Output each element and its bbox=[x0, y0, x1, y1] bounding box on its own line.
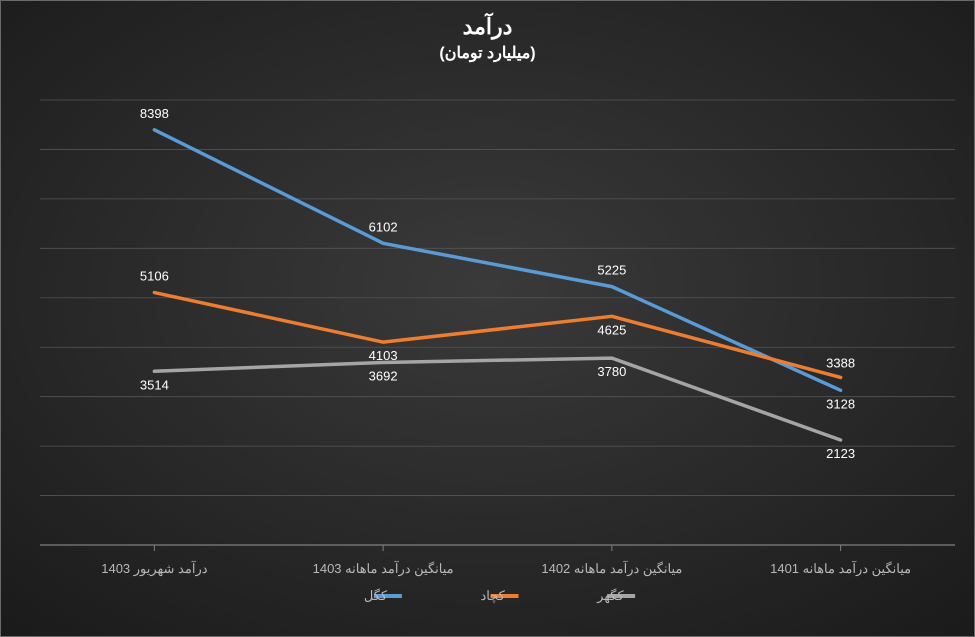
data-label: 5225 bbox=[597, 263, 626, 278]
chart-background bbox=[1, 1, 975, 637]
data-label: 5106 bbox=[140, 269, 169, 284]
legend-label: کچاد bbox=[481, 588, 506, 603]
chart-subtitle: (میلیارد تومان) bbox=[439, 45, 535, 63]
data-label: 3514 bbox=[140, 377, 169, 392]
x-axis-label: میانگین درآمد ماهانه 1402 bbox=[541, 560, 682, 577]
data-label: 8398 bbox=[140, 106, 169, 121]
data-label: 3128 bbox=[826, 396, 855, 411]
x-axis-label: درآمد شهریور 1403 bbox=[101, 560, 207, 577]
legend-label: کگل bbox=[364, 588, 388, 603]
data-label: 3780 bbox=[597, 364, 626, 379]
data-label: 3388 bbox=[826, 355, 855, 370]
x-axis-label: میانگین درآمد ماهانه 1403 bbox=[313, 560, 454, 577]
data-label: 4625 bbox=[597, 322, 626, 337]
data-label: 2123 bbox=[826, 446, 855, 461]
chart-title: درآمد bbox=[463, 12, 513, 40]
x-axis-label: میانگین درآمد ماهانه 1401 bbox=[770, 560, 911, 577]
legend-label: کگهر bbox=[596, 588, 624, 604]
revenue-line-chart: درآمد (میلیارد تومان) درآمد شهریور 1403 میا… bbox=[0, 0, 975, 637]
data-label: 3692 bbox=[369, 368, 398, 383]
data-label: 6102 bbox=[369, 219, 398, 234]
chart-svg: درآمد (میلیارد تومان) درآمد شهریور 1403 میا… bbox=[0, 0, 975, 637]
